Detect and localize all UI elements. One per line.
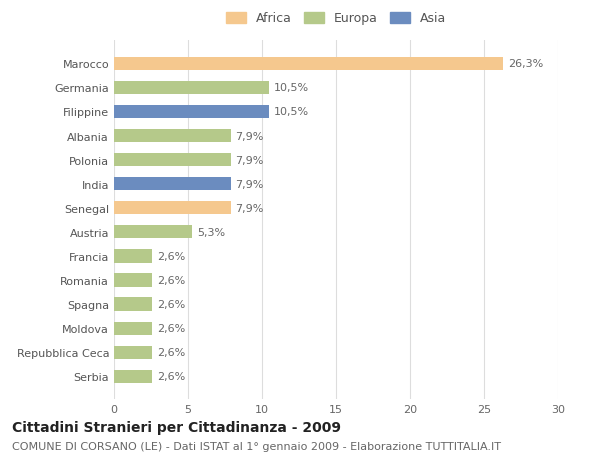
Text: 26,3%: 26,3% (508, 59, 543, 69)
Text: COMUNE DI CORSANO (LE) - Dati ISTAT al 1° gennaio 2009 - Elaborazione TUTTITALIA: COMUNE DI CORSANO (LE) - Dati ISTAT al 1… (12, 441, 501, 451)
Bar (114, 346, 152, 359)
Bar (114, 322, 152, 335)
Text: 10,5%: 10,5% (274, 83, 309, 93)
Bar (114, 178, 231, 191)
Text: 2,6%: 2,6% (157, 371, 185, 381)
Text: 7,9%: 7,9% (235, 155, 264, 165)
Bar (114, 57, 503, 71)
Text: 2,6%: 2,6% (157, 252, 185, 261)
Text: 10,5%: 10,5% (274, 107, 309, 117)
Bar (114, 274, 152, 287)
Bar (114, 106, 269, 119)
Legend: Africa, Europa, Asia: Africa, Europa, Asia (223, 10, 449, 28)
Bar (114, 202, 231, 215)
Text: 7,9%: 7,9% (235, 131, 264, 141)
Text: Cittadini Stranieri per Cittadinanza - 2009: Cittadini Stranieri per Cittadinanza - 2… (12, 420, 341, 434)
Text: 2,6%: 2,6% (157, 347, 185, 358)
Text: 2,6%: 2,6% (157, 275, 185, 285)
Text: 7,9%: 7,9% (235, 179, 264, 189)
Bar (114, 298, 152, 311)
Bar (114, 82, 269, 95)
Bar (114, 226, 193, 239)
Text: 5,3%: 5,3% (197, 227, 225, 237)
Bar (114, 250, 152, 263)
Text: 2,6%: 2,6% (157, 324, 185, 333)
Bar (114, 129, 231, 143)
Bar (114, 154, 231, 167)
Text: 7,9%: 7,9% (235, 203, 264, 213)
Bar (114, 370, 152, 383)
Text: 2,6%: 2,6% (157, 299, 185, 309)
